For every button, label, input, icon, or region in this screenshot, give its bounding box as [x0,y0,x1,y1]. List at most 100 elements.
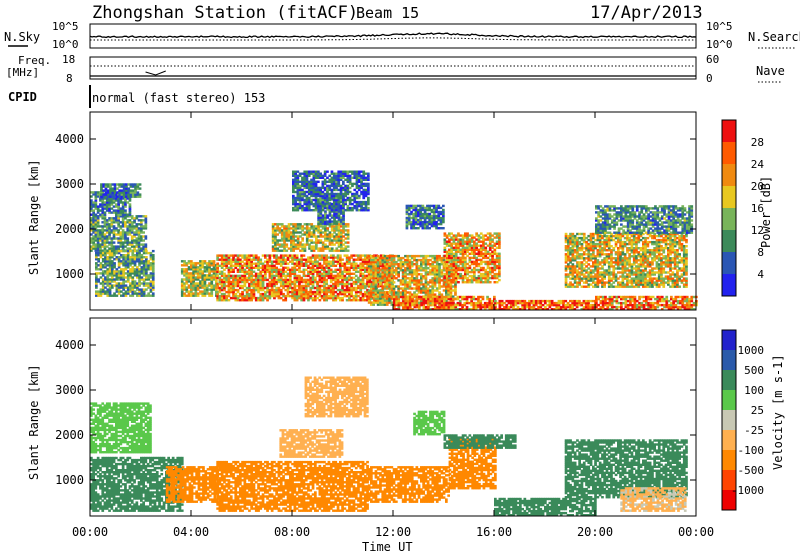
heatmap-cell [305,233,309,236]
heatmap-cell [117,258,121,261]
heatmap-cell [115,270,119,273]
power-heatmap [90,170,698,311]
heatmap-cell [326,235,329,238]
heatmap-cell [223,254,226,257]
heatmap-cell [346,229,350,232]
heatmap-cell [286,272,290,275]
heatmap-cell [108,292,112,295]
heatmap-cell [145,251,148,255]
heatmap-cell [135,241,139,244]
heatmap-cell [203,278,207,281]
heatmap-cell [303,233,307,236]
heatmap-cell [151,268,155,271]
heatmap-cell [245,266,249,269]
heatmap-cell [266,264,269,267]
heatmap-cell [96,195,100,198]
heatmap-cell [110,225,114,228]
heatmap-cell [142,292,146,295]
heatmap-cell [296,241,300,244]
heatmap-cell [303,223,307,226]
heatmap-cell [346,235,350,238]
heatmap-cell [324,231,327,234]
heatmap-cell [273,254,276,257]
heatmap-cell [282,256,285,259]
heatmap-cell [475,256,478,260]
heatmap-cell [359,272,363,275]
heatmap-cell [417,265,421,268]
heatmap-cell [333,235,336,238]
heatmap-cell [292,200,295,204]
heatmap-cell [185,288,189,291]
heatmap-cell [366,280,369,284]
heatmap-cell [362,209,366,212]
heatmap-cell [405,218,409,222]
heatmap-cell [329,268,333,271]
heatmap-cell [311,296,315,300]
heatmap-cell [239,294,242,298]
heatmap-cell [283,243,286,246]
heatmap-cell [466,281,469,284]
heatmap-cell [122,294,125,297]
heatmap-cell [277,270,281,273]
heatmap-cell [298,284,301,288]
heatmap-cell [140,254,144,257]
heatmap-cell [266,266,269,269]
heatmap-cell [392,254,396,258]
heatmap-cell [314,276,317,280]
heatmap-cell [299,231,302,234]
heatmap-cell [298,260,301,263]
heatmap-cell [101,270,105,273]
heatmap-cell [203,286,207,289]
heatmap-cell [301,243,304,246]
heatmap-cell [325,260,328,263]
heatmap-cell [348,182,352,186]
heatmap-cell [291,256,294,259]
heatmap-cell [117,223,120,226]
heatmap-cell [317,227,320,230]
heatmap-cell [330,223,334,226]
heatmap-cell [307,272,310,275]
heatmap-cell [136,254,139,257]
heatmap-cell [352,272,356,275]
heatmap-cell [284,288,288,292]
heatmap-cell [312,227,316,230]
heatmap-cell [118,189,121,192]
heatmap-cell [413,279,416,282]
heatmap-cell [477,281,481,284]
heatmap-cell [336,272,340,275]
heatmap-cell [442,227,445,230]
heatmap-cell [301,245,304,248]
heatmap-cell [319,214,323,217]
heatmap-cell [388,263,391,266]
heatmap-cell [468,281,472,284]
heatmap-cell [270,280,274,284]
heatmap-cell [113,294,116,297]
heatmap-cell [437,204,441,208]
heatmap-cell [406,254,410,258]
heatmap-cell [413,291,416,294]
heatmap-cell [248,296,251,300]
heatmap-cell [309,296,313,300]
heatmap-cell [336,284,340,288]
heatmap-cell [125,187,128,190]
heatmap-cell [324,200,327,203]
heatmap-cell [327,274,331,278]
heatmap-cell [326,204,329,208]
heatmap-cell [341,264,344,267]
heatmap-cell [99,292,103,295]
heatmap-cell [452,258,456,262]
heatmap-cell [457,281,460,284]
heatmap-cell [187,292,191,295]
heatmap-cell [277,286,281,290]
heatmap-cell [324,245,327,248]
heatmap-cell [180,270,184,273]
heatmap-cell [381,303,385,306]
heatmap-cell [459,266,463,270]
heatmap-cell [234,280,238,284]
heatmap-cell [212,262,216,265]
heatmap-cell [473,270,476,274]
heatmap-cell [373,256,376,259]
heatmap-cell [218,280,222,284]
heatmap-cell [429,254,432,258]
heatmap-cell [406,277,410,280]
